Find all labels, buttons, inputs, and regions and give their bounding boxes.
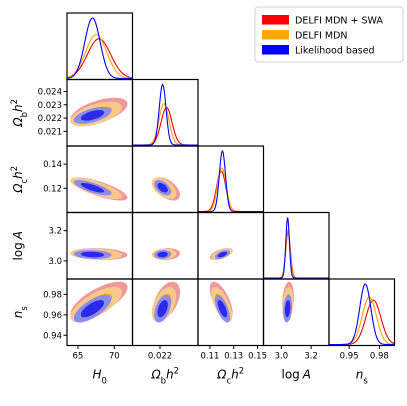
contour-68-likelihood-based bbox=[157, 182, 168, 193]
x-tick-label-Omega_c_h2: 0.15 bbox=[248, 352, 267, 362]
contour-68-likelihood-based bbox=[284, 300, 291, 318]
panel-frame bbox=[66, 211, 134, 280]
y-tick-label-Omega_c_h2: 0.12 bbox=[43, 184, 62, 194]
x-tick-label-logA: 3.0 bbox=[275, 352, 289, 362]
panel-Omega_c_h2-n_s bbox=[209, 281, 233, 323]
legend-swatch bbox=[262, 15, 289, 25]
panel-H0-n_s bbox=[70, 281, 128, 323]
panel-H0-logA bbox=[70, 248, 128, 260]
marginal-Omega_b_h2-likelihood-based bbox=[132, 83, 198, 146]
panel-H0-H0 bbox=[67, 17, 133, 80]
contour-68-likelihood-based bbox=[80, 182, 105, 193]
y-tick-label-logA: 3.2 bbox=[48, 227, 62, 237]
contour-68-likelihood-based bbox=[217, 251, 228, 258]
x-tick-label-H0: 65 bbox=[73, 352, 84, 362]
marginal-Omega_c_h2-likelihood-based bbox=[198, 150, 264, 213]
panel-frame bbox=[197, 145, 265, 214]
contour-68-likelihood-based bbox=[80, 251, 105, 258]
contour-68-likelihood-based bbox=[80, 300, 105, 318]
contour-68-likelihood-based bbox=[157, 300, 168, 318]
panel-logA-logA bbox=[263, 217, 329, 279]
contour-68-likelihood-based bbox=[157, 251, 168, 258]
y-axis-label-Omega_b_h2: Ωbh2 bbox=[10, 99, 30, 128]
marginal-Omega_b_h2-delfi-mdn bbox=[132, 103, 198, 146]
panel-frame bbox=[131, 78, 199, 147]
contour-68-likelihood-based bbox=[217, 300, 228, 318]
y-tick-label-Omega_c_h2: 0.14 bbox=[43, 160, 62, 170]
panel-Omega_b_h2-n_s bbox=[151, 281, 181, 323]
panel-Omega_b_h2-Omega_b_h2 bbox=[132, 83, 198, 146]
y-tick-label-Omega_b_h2: 0.021 bbox=[38, 127, 62, 137]
x-axis-label-Omega_c_h2: Ωch2 bbox=[216, 367, 244, 387]
x-axis-label-n_s: ns bbox=[356, 368, 369, 387]
y-axis-label-logA: logA bbox=[11, 231, 25, 261]
x-tick-label-Omega_c_h2: 0.11 bbox=[200, 352, 219, 362]
x-axis-label-logA: log A bbox=[281, 368, 311, 382]
x-tick-label-H0: 70 bbox=[109, 352, 120, 362]
panel-logA-n_s bbox=[282, 281, 294, 323]
panel-H0-Omega_b_h2 bbox=[70, 97, 128, 127]
panel-frame bbox=[197, 211, 265, 280]
x-tick-label-logA: 3.2 bbox=[304, 352, 318, 362]
panel-Omega_b_h2-logA bbox=[151, 248, 181, 260]
panel-frame bbox=[262, 211, 330, 280]
y-tick-label-Omega_b_h2: 0.024 bbox=[38, 87, 62, 97]
y-tick-label-n_s: 0.94 bbox=[43, 331, 62, 341]
panel-n_s-n_s bbox=[329, 283, 395, 346]
y-tick-label-logA: 3.0 bbox=[48, 257, 62, 267]
y-tick-label-n_s: 0.98 bbox=[43, 290, 62, 300]
x-tick-label-n_s: 0.98 bbox=[370, 352, 389, 362]
y-tick-label-n_s: 0.96 bbox=[43, 311, 62, 321]
marginal-n_s-delfi-mdn bbox=[329, 296, 395, 346]
panel-H0-Omega_c_h2 bbox=[70, 177, 128, 201]
y-tick-label-Omega_b_h2: 0.023 bbox=[38, 101, 62, 111]
legend-label: DELFI MDN + SWA bbox=[295, 16, 383, 27]
x-tick-label-Omega_b_h2: 0.022 bbox=[148, 352, 172, 362]
panels-layer bbox=[66, 12, 396, 347]
y-axis-label-Omega_c_h2: Ωch2 bbox=[10, 166, 30, 194]
legend: DELFI MDN + SWA DELFI MDN Likelihood based bbox=[254, 6, 404, 63]
y-axis-label-n_s: ns bbox=[11, 306, 30, 319]
panel-frame bbox=[328, 278, 396, 347]
x-axis-label-H0: H0 bbox=[93, 368, 107, 387]
marginal-n_s-delfi-mdn-swa bbox=[329, 299, 395, 346]
panel-frame bbox=[262, 278, 330, 347]
x-tick-label-Omega_c_h2: 0.13 bbox=[224, 352, 243, 362]
marginal-Omega_b_h2-delfi-mdn-swa bbox=[132, 107, 198, 146]
contour-68-likelihood-based bbox=[80, 110, 105, 121]
panel-Omega_b_h2-Omega_c_h2 bbox=[151, 177, 181, 201]
legend-box bbox=[254, 6, 404, 63]
marginal-n_s-likelihood-based bbox=[329, 283, 395, 346]
marginal-logA-delfi-mdn bbox=[263, 228, 329, 279]
panel-Omega_c_h2-logA bbox=[209, 248, 233, 260]
legend-label: Likelihood based bbox=[295, 46, 375, 57]
marginal-H0-likelihood-based bbox=[67, 17, 133, 80]
marginal-logA-delfi-mdn-swa bbox=[263, 231, 329, 279]
legend-swatch bbox=[262, 45, 289, 55]
x-tick-label-n_s: 0.95 bbox=[340, 352, 359, 362]
panel-Omega_c_h2-Omega_c_h2 bbox=[198, 150, 264, 213]
marginal-logA-likelihood-based bbox=[263, 217, 329, 279]
y-tick-label-Omega_b_h2: 0.022 bbox=[38, 114, 62, 124]
legend-label: DELFI MDN bbox=[295, 31, 348, 42]
marginal-Omega_c_h2-delfi-mdn bbox=[198, 167, 264, 213]
legend-swatch bbox=[262, 30, 289, 40]
panel-frame bbox=[131, 211, 199, 280]
x-axis-label-Omega_b_h2: Ωbh2 bbox=[150, 367, 179, 387]
